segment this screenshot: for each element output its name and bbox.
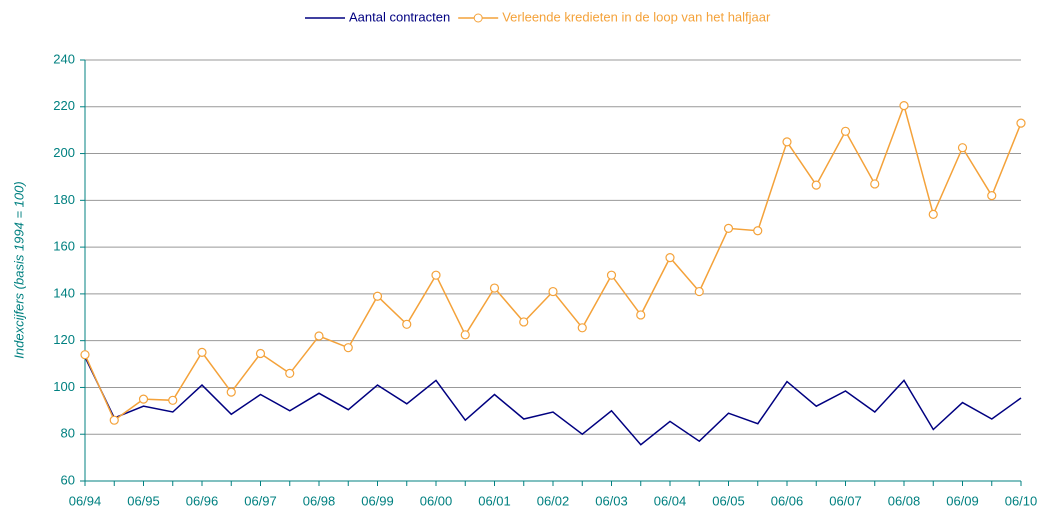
point — [343, 343, 353, 353]
point — [285, 368, 295, 379]
legend-marker — [473, 13, 483, 23]
y-tick-label: 240 — [53, 51, 75, 66]
point — [753, 226, 763, 236]
point — [548, 286, 558, 297]
x-tick-label: 06/98 — [303, 493, 336, 508]
point — [782, 137, 792, 147]
legend-label: Verleende kredieten in de loop van het h… — [502, 9, 771, 24]
point — [431, 270, 441, 280]
y-tick-label: 80 — [61, 426, 75, 441]
point — [197, 347, 207, 357]
point — [168, 395, 178, 405]
y-tick-label: 220 — [53, 98, 75, 113]
point — [489, 283, 500, 293]
point — [402, 319, 412, 329]
x-tick-label: 06/06 — [771, 493, 804, 508]
point — [314, 331, 324, 341]
point — [840, 126, 851, 136]
point — [372, 291, 383, 301]
x-tick-label: 06/01 — [478, 493, 511, 508]
y-tick-label: 60 — [61, 472, 75, 487]
point — [226, 387, 236, 397]
y-tick-label: 120 — [53, 332, 75, 347]
point — [957, 143, 968, 153]
point — [899, 101, 909, 111]
point — [694, 286, 704, 297]
y-axis-label: Indexcijfers (basis 1994 = 100) — [11, 181, 26, 358]
y-tick-label: 180 — [53, 192, 75, 207]
x-tick-label: 06/94 — [69, 493, 102, 508]
point — [460, 330, 470, 340]
point — [665, 253, 675, 263]
x-tick-label: 06/07 — [829, 493, 862, 508]
y-tick-label: 200 — [53, 145, 75, 160]
x-tick-label: 06/99 — [361, 493, 394, 508]
x-tick-label: 06/10 — [1005, 493, 1037, 508]
x-tick-label: 06/00 — [420, 493, 453, 508]
point — [606, 270, 617, 280]
point — [519, 317, 529, 327]
x-tick-label: 06/97 — [244, 493, 277, 508]
y-tick-label: 140 — [53, 285, 75, 300]
x-tick-label: 06/03 — [595, 493, 628, 508]
point — [138, 394, 149, 404]
point — [255, 348, 266, 359]
point — [870, 179, 880, 189]
x-tick-label: 06/96 — [186, 493, 219, 508]
x-tick-label: 06/08 — [888, 493, 921, 508]
x-tick-label: 06/02 — [537, 493, 570, 508]
x-tick-label: 06/05 — [712, 493, 745, 508]
point — [577, 323, 587, 333]
x-tick-label: 06/04 — [654, 493, 687, 508]
series-line — [84, 356, 1022, 446]
legend-label: Aantal contracten — [349, 9, 450, 24]
point — [928, 209, 938, 219]
point — [80, 350, 90, 360]
x-tick-label: 06/95 — [127, 493, 160, 508]
point — [723, 223, 734, 233]
point — [987, 191, 997, 201]
series-line — [84, 103, 1022, 422]
y-tick-label: 100 — [53, 379, 75, 394]
x-tick-label: 06/09 — [946, 493, 979, 508]
y-tick-label: 160 — [53, 239, 75, 254]
point — [1016, 118, 1026, 128]
point — [636, 310, 646, 320]
point — [109, 415, 119, 425]
point — [811, 180, 821, 190]
